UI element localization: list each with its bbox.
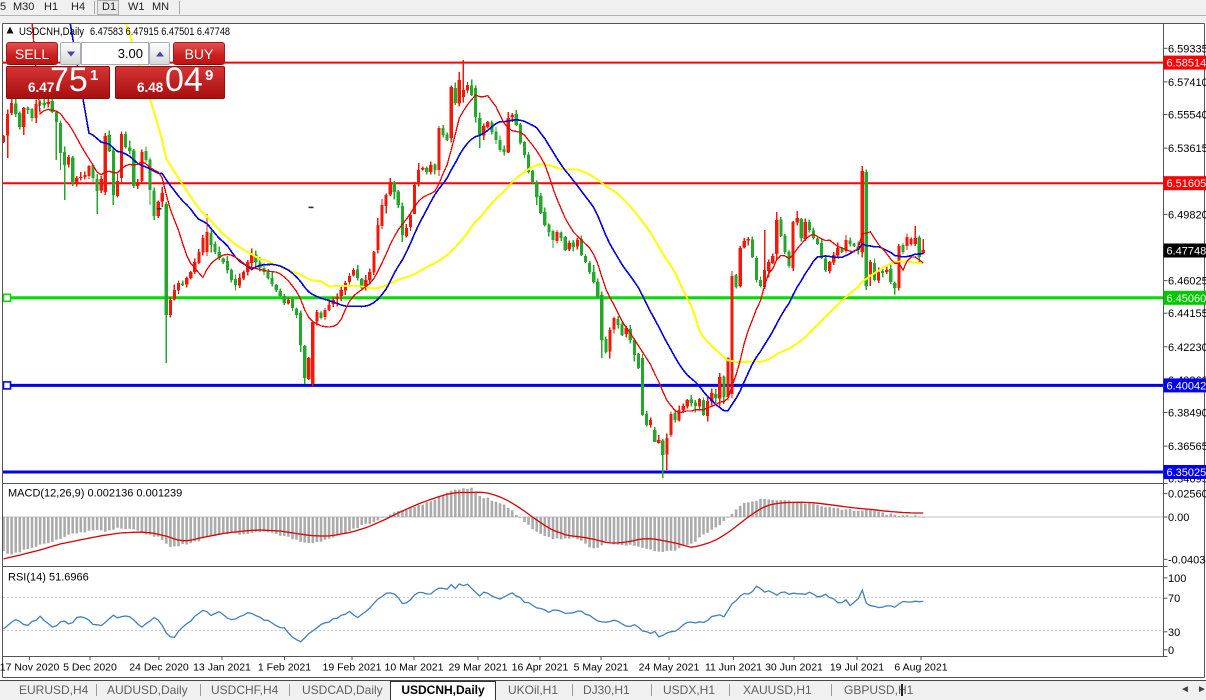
svg-text:6.46025: 6.46025	[1168, 276, 1206, 288]
svg-text:6.55540: 6.55540	[1168, 110, 1206, 122]
svg-text:70: 70	[1168, 593, 1180, 605]
svg-text:30 Jun 2021: 30 Jun 2021	[765, 662, 823, 674]
svg-text:6.49820: 6.49820	[1168, 209, 1206, 221]
svg-text:19 Jul 2021: 19 Jul 2021	[830, 662, 884, 674]
svg-text:0.025609: 0.025609	[1168, 489, 1206, 501]
svg-text:6.44155: 6.44155	[1168, 308, 1206, 320]
svg-text:30: 30	[1168, 627, 1180, 639]
svg-text:6.42230: 6.42230	[1168, 342, 1206, 354]
svg-text:MACD(12,26,9) 0.002136 0.00123: MACD(12,26,9) 0.002136 0.001239	[8, 488, 182, 500]
svg-text:RSI(14) 51.6966: RSI(14) 51.6966	[8, 572, 89, 584]
svg-text:6.47748: 6.47748	[1167, 246, 1206, 258]
svg-text:6.35025: 6.35025	[1167, 467, 1206, 479]
svg-text:0.00: 0.00	[1168, 512, 1189, 524]
svg-text:6.38490: 6.38490	[1168, 408, 1206, 420]
svg-text:16 Apr 2021: 16 Apr 2021	[512, 662, 569, 674]
svg-text:17 Nov 2020: 17 Nov 2020	[0, 662, 59, 674]
svg-text:-0.04038: -0.04038	[1168, 554, 1206, 566]
svg-text:6.36565: 6.36565	[1168, 441, 1206, 453]
svg-text:6.47583 6.47915 6.47501 6.4774: 6.47583 6.47915 6.47501 6.47748	[90, 26, 230, 38]
svg-text:6.59335: 6.59335	[1168, 43, 1206, 55]
svg-text:6.40042: 6.40042	[1167, 380, 1206, 392]
svg-text:6.58514: 6.58514	[1167, 58, 1206, 70]
svg-text:100: 100	[1168, 573, 1186, 585]
svg-text:0: 0	[1168, 645, 1174, 657]
svg-text:6.57410: 6.57410	[1168, 77, 1206, 89]
svg-text:11 Jun 2021: 11 Jun 2021	[705, 662, 762, 674]
svg-text:24 May 2021: 24 May 2021	[639, 662, 700, 674]
svg-text:19 Feb 2021: 19 Feb 2021	[323, 662, 382, 674]
svg-text:13 Jan 2021: 13 Jan 2021	[193, 662, 251, 674]
svg-text:29 Mar 2021: 29 Mar 2021	[449, 662, 508, 674]
svg-text:24 Dec 2020: 24 Dec 2020	[129, 662, 189, 674]
svg-text:10 Mar 2021: 10 Mar 2021	[385, 662, 444, 674]
svg-text:6.45060: 6.45060	[1167, 293, 1206, 305]
svg-text:5 May 2021: 5 May 2021	[574, 662, 629, 674]
svg-text:5 Dec 2020: 5 Dec 2020	[63, 662, 117, 674]
svg-text:6.53615: 6.53615	[1168, 143, 1206, 155]
svg-text:6.51605: 6.51605	[1167, 178, 1206, 190]
svg-text:6 Aug 2021: 6 Aug 2021	[894, 662, 947, 674]
svg-text:USDCNH,Daily: USDCNH,Daily	[19, 26, 84, 38]
svg-text:1 Feb 2021: 1 Feb 2021	[258, 662, 311, 674]
